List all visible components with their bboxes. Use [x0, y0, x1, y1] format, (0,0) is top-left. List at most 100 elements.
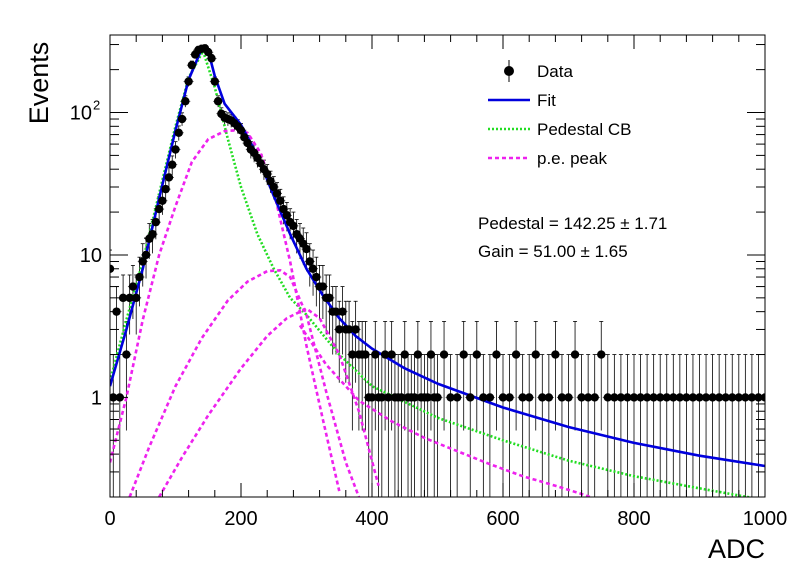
plot-frame — [109, 34, 766, 498]
y-tick-label: 10 — [70, 103, 92, 125]
data-point — [138, 257, 147, 266]
data-point — [459, 350, 468, 359]
data-point — [276, 196, 285, 206]
data-point — [151, 217, 161, 227]
data-point — [505, 393, 514, 402]
legend-label: p.e. peak — [537, 149, 607, 168]
data-point — [361, 350, 370, 359]
data-point — [452, 393, 462, 402]
legend: Data Fit Pedestal CB p.e. peak — [488, 60, 632, 168]
data-point — [125, 293, 134, 303]
data-point — [642, 393, 652, 402]
x-tick-label: 200 — [224, 508, 257, 530]
data-point — [485, 393, 495, 402]
data-point — [551, 350, 560, 359]
data-point — [181, 97, 190, 106]
data-point — [282, 211, 292, 220]
data-point — [164, 173, 174, 182]
data-point — [387, 350, 396, 359]
data-point — [400, 350, 409, 359]
data-point — [629, 393, 639, 402]
data-point — [371, 350, 380, 359]
curve-pe-component-4 — [298, 324, 594, 497]
data-point — [531, 350, 540, 359]
data-point — [132, 293, 141, 303]
data-point — [335, 325, 344, 334]
data-point — [570, 350, 580, 359]
data-point — [695, 393, 704, 402]
data-point — [135, 272, 144, 282]
data-point — [187, 60, 197, 70]
data-point — [518, 393, 527, 402]
x-tick-label: 600 — [486, 508, 519, 530]
data-point — [439, 350, 449, 359]
y-tick-label: 10 — [80, 245, 102, 267]
data-point — [318, 282, 328, 291]
data-point — [597, 350, 606, 359]
data-point — [348, 350, 357, 359]
data-point — [714, 393, 724, 402]
legend-label: Fit — [537, 91, 556, 110]
x-tick-label: 400 — [355, 508, 388, 530]
data-point — [351, 325, 360, 334]
data-point — [472, 350, 481, 359]
data-point — [525, 393, 534, 402]
gain-annotation: Gain = 51.00 ± 1.65 — [478, 242, 628, 261]
data-point — [128, 282, 138, 291]
y-axis-label: Events — [24, 42, 54, 125]
curve-pe-component-3 — [158, 307, 380, 497]
legend-label: Pedestal CB — [537, 120, 632, 139]
data-point — [610, 393, 619, 402]
data-point — [213, 97, 223, 106]
data-point — [433, 393, 442, 402]
data-point — [583, 393, 593, 402]
data-point — [682, 393, 691, 402]
data-point — [603, 393, 612, 402]
data-point — [662, 393, 671, 402]
data-point — [308, 264, 318, 273]
pedestal-annotation: Pedestal = 142.25 ± 1.71 — [478, 214, 667, 233]
data-point — [168, 160, 177, 169]
data-point — [158, 196, 167, 206]
data-point — [590, 393, 599, 402]
data-point — [410, 393, 419, 402]
data-point — [161, 184, 170, 194]
data-point — [148, 229, 157, 239]
data-point — [557, 393, 567, 402]
data-point — [656, 393, 665, 402]
data-point — [171, 145, 180, 154]
data-point — [492, 350, 501, 359]
data-point — [122, 350, 131, 359]
data-point — [184, 77, 193, 86]
data-point — [636, 393, 645, 402]
data-point — [498, 393, 508, 402]
y-tick-label: 1 — [91, 387, 102, 409]
data-point — [728, 393, 737, 402]
x-tick-label: 800 — [617, 508, 650, 530]
legend-marker — [504, 66, 514, 76]
data-point — [344, 325, 354, 334]
fit-curves — [110, 47, 765, 497]
data-point — [623, 393, 632, 402]
data-point — [446, 393, 455, 402]
data-point — [577, 393, 586, 402]
data-point — [721, 393, 730, 402]
data-point — [302, 244, 311, 254]
data-point — [649, 393, 658, 402]
data-point — [538, 393, 547, 402]
data-point — [544, 393, 554, 402]
curve-pe-component-2 — [128, 269, 361, 497]
data-point — [118, 293, 128, 303]
data-point — [423, 393, 432, 402]
x-axis-label: ADC — [708, 534, 765, 564]
data-point — [243, 138, 252, 148]
data-point — [466, 393, 475, 402]
data-point — [413, 350, 423, 359]
data-point — [272, 189, 282, 198]
data-point — [174, 128, 183, 138]
data-point — [669, 393, 678, 402]
data-point — [207, 54, 216, 63]
data-point — [331, 307, 341, 316]
